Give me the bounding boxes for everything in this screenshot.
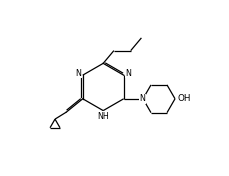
Text: N: N bbox=[139, 94, 145, 103]
Text: OH: OH bbox=[177, 94, 191, 103]
Text: N: N bbox=[75, 69, 81, 78]
Text: N: N bbox=[125, 69, 131, 78]
Text: NH: NH bbox=[98, 112, 109, 121]
